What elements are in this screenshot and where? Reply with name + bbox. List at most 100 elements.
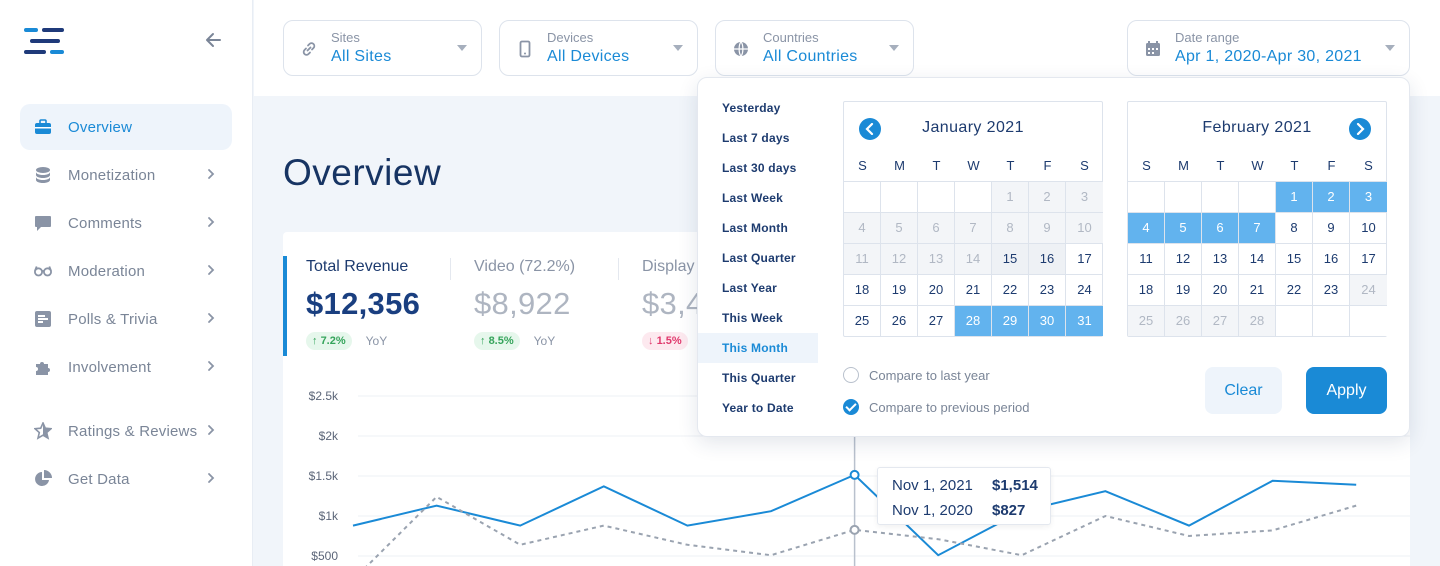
day-cell[interactable]: 18 — [844, 274, 881, 305]
empty-cell — [1128, 181, 1165, 212]
day-cell[interactable]: 14 — [1239, 243, 1276, 274]
day-cell[interactable]: 14 — [955, 243, 992, 274]
preset-option[interactable]: Last Quarter — [722, 251, 796, 265]
day-cell[interactable]: 7 — [1239, 212, 1276, 243]
calendar-january: January 2021 S M T W T F S 1 2 3 4 5 6 7 8 9 10 11 12 13 14 1… — [843, 101, 1103, 337]
day-cell[interactable]: 6 — [1202, 212, 1239, 243]
day-cell[interactable]: 17 — [1066, 243, 1103, 274]
day-cell[interactable]: 16 — [1029, 243, 1066, 274]
day-cell[interactable]: 24 — [1066, 274, 1103, 305]
day-cell[interactable]: 19 — [881, 274, 918, 305]
day-cell[interactable]: 11 — [844, 243, 881, 274]
day-cell[interactable]: 12 — [881, 243, 918, 274]
day-cell[interactable]: 26 — [881, 305, 918, 336]
countries-filter[interactable]: Countries All Countries — [715, 20, 914, 76]
day-cell[interactable]: 22 — [992, 274, 1029, 305]
day-cell[interactable]: 17 — [1350, 243, 1387, 274]
preset-option[interactable]: Year to Date — [722, 401, 794, 415]
day-cell[interactable]: 25 — [844, 305, 881, 336]
day-cell[interactable]: 18 — [1128, 274, 1165, 305]
day-cell[interactable]: 4 — [1128, 212, 1165, 243]
day-cell[interactable]: 8 — [1276, 212, 1313, 243]
apply-button[interactable]: Apply — [1306, 367, 1387, 414]
metric-total-revenue[interactable]: Total Revenue $12,356 ↑ 7.2% YoY — [306, 258, 420, 350]
day-cell[interactable]: 2 — [1313, 181, 1350, 212]
day-cell[interactable]: 8 — [992, 212, 1029, 243]
day-cell[interactable]: 9 — [1313, 212, 1350, 243]
preset-option[interactable]: Last 7 days — [722, 131, 790, 145]
sidebar-item-polls-trivia[interactable]: Polls & Trivia — [20, 296, 232, 342]
day-cell[interactable]: 23 — [1029, 274, 1066, 305]
empty-cell — [1202, 181, 1239, 212]
day-cell[interactable]: 1 — [992, 181, 1029, 212]
day-cell[interactable]: 11 — [1128, 243, 1165, 274]
compare-previous-period-option[interactable]: Compare to previous period — [843, 399, 1029, 415]
date-range-picker: Yesterday Last 7 days Last 30 days Last Wee… — [697, 77, 1410, 437]
preset-option[interactable]: Last Week — [722, 191, 783, 205]
sites-filter[interactable]: Sites All Sites — [283, 20, 482, 76]
day-cell[interactable]: 19 — [1165, 274, 1202, 305]
sidebar-item-moderation[interactable]: Moderation — [20, 248, 232, 294]
day-cell[interactable]: 3 — [1350, 181, 1387, 212]
day-cell[interactable]: 31 — [1066, 305, 1103, 336]
day-cell[interactable]: 20 — [918, 274, 955, 305]
date-range-filter[interactable]: Date range Apr 1, 2020-Apr 30, 2021 — [1127, 20, 1410, 76]
day-cell[interactable]: 5 — [1165, 212, 1202, 243]
day-cell[interactable]: 9 — [1029, 212, 1066, 243]
globe-icon — [734, 41, 748, 57]
weekday-label: S — [858, 158, 867, 173]
day-cell[interactable]: 12 — [1165, 243, 1202, 274]
day-cell[interactable]: 1 — [1276, 181, 1313, 212]
day-cell[interactable]: 20 — [1202, 274, 1239, 305]
preset-option[interactable]: This Week — [722, 311, 783, 325]
day-cell[interactable]: 30 — [1029, 305, 1066, 336]
day-cell[interactable]: 15 — [992, 243, 1029, 274]
day-cell[interactable]: 10 — [1350, 212, 1387, 243]
day-cell[interactable]: 10 — [1066, 212, 1103, 243]
day-cell[interactable]: 21 — [1239, 274, 1276, 305]
day-cell[interactable]: 28 — [1239, 305, 1276, 336]
day-cell[interactable]: 3 — [1066, 181, 1103, 212]
day-cell[interactable]: 26 — [1165, 305, 1202, 336]
day-cell[interactable]: 27 — [918, 305, 955, 336]
preset-option[interactable]: Last Month — [722, 221, 788, 235]
preset-option[interactable]: This Month — [698, 333, 818, 363]
day-cell[interactable]: 7 — [955, 212, 992, 243]
day-cell[interactable]: 5 — [881, 212, 918, 243]
preset-option[interactable]: This Quarter — [722, 371, 796, 385]
arrow-left-icon[interactable] — [204, 30, 224, 50]
devices-filter[interactable]: Devices All Devices — [499, 20, 698, 76]
tooltip-row-previous: Nov 1, 2020 $827 — [892, 502, 1025, 519]
preset-option[interactable]: Yesterday — [722, 101, 781, 115]
day-cell[interactable]: 23 — [1313, 274, 1350, 305]
day-cell[interactable]: 28 — [955, 305, 992, 336]
day-cell[interactable]: 21 — [955, 274, 992, 305]
day-cell[interactable]: 13 — [918, 243, 955, 274]
empty-cell — [1239, 181, 1276, 212]
day-cell[interactable]: 13 — [1202, 243, 1239, 274]
day-cell[interactable]: 4 — [844, 212, 881, 243]
metric-video[interactable]: Video (72.2%) $8,922 ↑ 8.5% YoY — [474, 258, 575, 350]
clear-button[interactable]: Clear — [1205, 367, 1282, 414]
sidebar-item-ratings-reviews[interactable]: Ratings & Reviews — [20, 408, 232, 454]
day-cell[interactable]: 22 — [1276, 274, 1313, 305]
day-cell[interactable]: 29 — [992, 305, 1029, 336]
sidebar-item-get-data[interactable]: Get Data — [20, 456, 232, 502]
preset-option[interactable]: Last 30 days — [722, 161, 797, 175]
day-cell[interactable]: 2 — [1029, 181, 1066, 212]
day-cell[interactable]: 24 — [1350, 274, 1387, 305]
metric-display[interactable]: Display $3,4 ↓ 1.5% — [642, 258, 704, 350]
sidebar-item-comments[interactable]: Comments — [20, 200, 232, 246]
next-month-button[interactable] — [1349, 118, 1371, 140]
sidebar-item-involvement[interactable]: Involvement — [20, 344, 232, 390]
day-cell[interactable]: 25 — [1128, 305, 1165, 336]
day-cell[interactable]: 15 — [1276, 243, 1313, 274]
sidebar-item-overview[interactable]: Overview — [20, 104, 232, 150]
compare-last-year-option[interactable]: Compare to last year — [843, 367, 990, 383]
sidebar-item-monetization[interactable]: Monetization — [20, 152, 232, 198]
day-cell[interactable]: 16 — [1313, 243, 1350, 274]
prev-month-button[interactable] — [859, 118, 881, 140]
preset-option[interactable]: Last Year — [722, 281, 777, 295]
day-cell[interactable]: 27 — [1202, 305, 1239, 336]
day-cell[interactable]: 6 — [918, 212, 955, 243]
